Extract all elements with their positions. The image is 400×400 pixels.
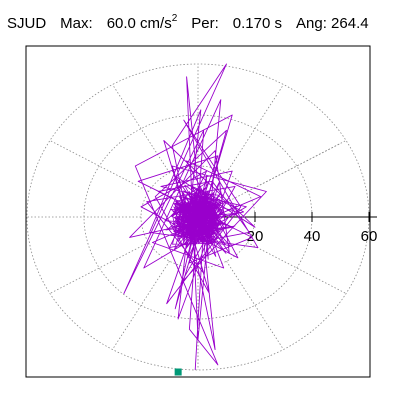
axis-tick-label-60: 60 [361, 228, 378, 245]
max-exponent: 2 [171, 13, 178, 24]
grid-spoke-150 [49, 140, 149, 192]
max-label: Max: [60, 15, 93, 32]
grid-spoke-300 [226, 260, 284, 350]
hodogram-trace [123, 63, 267, 371]
hodogram-trace-core [164, 180, 242, 260]
grid-spoke-60 [226, 84, 284, 174]
grid-spoke-240 [112, 260, 170, 350]
radial-axis: 20 40 60 [198, 212, 377, 245]
direction-line-segment [197, 142, 342, 218]
grid-spoke-120 [112, 84, 170, 174]
angle-value: 264.4 [331, 15, 369, 32]
period-value: 0.170 s [232, 15, 283, 32]
end-marker-group [174, 368, 182, 376]
grid-spoke-330 [247, 242, 347, 294]
grid-spoke-210 [49, 242, 149, 294]
direction-line [197, 142, 342, 218]
angle-label: Ang: [296, 15, 327, 32]
period-label: Per: [191, 15, 219, 32]
chart-header: SJUD Max: 60.0 cm/s2 Per: 0.170 s Ang: 264.4 [7, 13, 369, 32]
max-value: 60.0 cm/s [106, 15, 172, 32]
station-code: SJUD [7, 15, 47, 32]
axis-tick-label-20: 20 [247, 228, 264, 245]
end-marker [174, 368, 182, 376]
axis-tick-label-40: 40 [304, 228, 321, 245]
plot-frame [25, 45, 371, 378]
trace-group [123, 63, 267, 371]
